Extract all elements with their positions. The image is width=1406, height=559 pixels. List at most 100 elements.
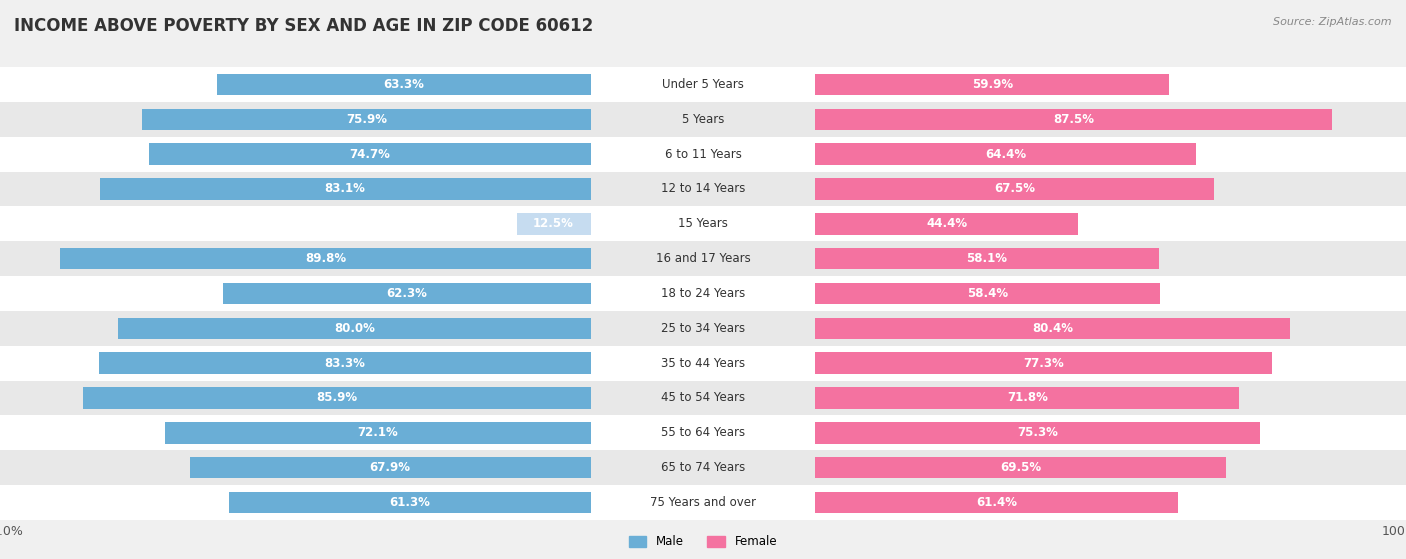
- Bar: [815, 492, 1178, 513]
- Bar: [0, 276, 591, 311]
- Bar: [100, 178, 591, 200]
- Bar: [591, 206, 815, 241]
- Legend: Male, Female: Male, Female: [624, 530, 782, 553]
- Bar: [815, 345, 1406, 381]
- Bar: [815, 352, 1272, 374]
- Bar: [149, 143, 591, 165]
- Bar: [0, 102, 591, 137]
- Bar: [0, 381, 591, 415]
- Text: 89.8%: 89.8%: [305, 252, 346, 265]
- Bar: [815, 387, 1240, 409]
- Text: 58.4%: 58.4%: [967, 287, 1008, 300]
- Text: 67.5%: 67.5%: [994, 182, 1035, 196]
- Bar: [0, 172, 591, 206]
- Text: 6 to 11 Years: 6 to 11 Years: [665, 148, 741, 160]
- Text: 35 to 44 Years: 35 to 44 Years: [661, 357, 745, 369]
- Bar: [591, 276, 815, 311]
- Bar: [815, 276, 1406, 311]
- Bar: [591, 67, 815, 102]
- Bar: [0, 485, 591, 520]
- Bar: [815, 283, 1160, 304]
- Text: 25 to 34 Years: 25 to 34 Years: [661, 322, 745, 335]
- Text: 61.4%: 61.4%: [976, 496, 1018, 509]
- Bar: [517, 213, 591, 235]
- Bar: [60, 248, 591, 269]
- Text: 18 to 24 Years: 18 to 24 Years: [661, 287, 745, 300]
- Text: 77.3%: 77.3%: [1024, 357, 1064, 369]
- Bar: [815, 248, 1159, 269]
- Text: 75 Years and over: 75 Years and over: [650, 496, 756, 509]
- Text: 83.3%: 83.3%: [325, 357, 366, 369]
- Text: 12 to 14 Years: 12 to 14 Years: [661, 182, 745, 196]
- Bar: [591, 172, 815, 206]
- Text: 58.1%: 58.1%: [966, 252, 1008, 265]
- Bar: [815, 172, 1406, 206]
- Bar: [591, 345, 815, 381]
- Bar: [591, 102, 815, 137]
- Bar: [0, 206, 591, 241]
- Bar: [815, 178, 1213, 200]
- Text: 63.3%: 63.3%: [384, 78, 425, 91]
- Text: 62.3%: 62.3%: [387, 287, 427, 300]
- Text: 16 and 17 Years: 16 and 17 Years: [655, 252, 751, 265]
- Bar: [815, 102, 1406, 137]
- Bar: [229, 492, 591, 513]
- Bar: [165, 422, 591, 444]
- Text: 55 to 64 Years: 55 to 64 Years: [661, 427, 745, 439]
- Text: 75.9%: 75.9%: [346, 113, 387, 126]
- Bar: [815, 67, 1406, 102]
- Bar: [815, 381, 1406, 415]
- Text: 15 Years: 15 Years: [678, 217, 728, 230]
- Text: 45 to 54 Years: 45 to 54 Years: [661, 391, 745, 405]
- Bar: [190, 457, 591, 479]
- Bar: [591, 415, 815, 450]
- Bar: [591, 450, 815, 485]
- Text: 69.5%: 69.5%: [1000, 461, 1042, 474]
- Bar: [815, 422, 1260, 444]
- Text: 12.5%: 12.5%: [533, 217, 574, 230]
- Text: 75.3%: 75.3%: [1018, 427, 1059, 439]
- Bar: [815, 450, 1406, 485]
- Bar: [222, 283, 591, 304]
- Text: 71.8%: 71.8%: [1007, 391, 1047, 405]
- Bar: [0, 415, 591, 450]
- Text: 83.1%: 83.1%: [325, 182, 366, 196]
- Bar: [815, 457, 1226, 479]
- Text: 72.1%: 72.1%: [357, 427, 398, 439]
- Bar: [815, 143, 1195, 165]
- Bar: [815, 108, 1333, 130]
- Bar: [0, 450, 591, 485]
- Bar: [0, 311, 591, 345]
- Text: INCOME ABOVE POVERTY BY SEX AND AGE IN ZIP CODE 60612: INCOME ABOVE POVERTY BY SEX AND AGE IN Z…: [14, 17, 593, 35]
- Bar: [815, 206, 1406, 241]
- Text: 61.3%: 61.3%: [389, 496, 430, 509]
- Bar: [142, 108, 591, 130]
- Bar: [217, 74, 591, 95]
- Text: 65 to 74 Years: 65 to 74 Years: [661, 461, 745, 474]
- Bar: [815, 74, 1170, 95]
- Bar: [815, 241, 1406, 276]
- Text: 80.4%: 80.4%: [1032, 322, 1073, 335]
- Bar: [0, 241, 591, 276]
- Bar: [815, 311, 1406, 345]
- Text: Under 5 Years: Under 5 Years: [662, 78, 744, 91]
- Text: 59.9%: 59.9%: [972, 78, 1012, 91]
- Text: 67.9%: 67.9%: [370, 461, 411, 474]
- Bar: [815, 318, 1291, 339]
- Text: 64.4%: 64.4%: [986, 148, 1026, 160]
- Text: 44.4%: 44.4%: [927, 217, 967, 230]
- Bar: [591, 137, 815, 172]
- Bar: [118, 318, 591, 339]
- Text: 5 Years: 5 Years: [682, 113, 724, 126]
- Bar: [815, 485, 1406, 520]
- Bar: [591, 311, 815, 345]
- Bar: [591, 485, 815, 520]
- Bar: [98, 352, 591, 374]
- Text: 80.0%: 80.0%: [333, 322, 375, 335]
- Bar: [591, 241, 815, 276]
- Bar: [0, 137, 591, 172]
- Text: Source: ZipAtlas.com: Source: ZipAtlas.com: [1274, 17, 1392, 27]
- Bar: [591, 381, 815, 415]
- Text: 87.5%: 87.5%: [1053, 113, 1094, 126]
- Bar: [83, 387, 591, 409]
